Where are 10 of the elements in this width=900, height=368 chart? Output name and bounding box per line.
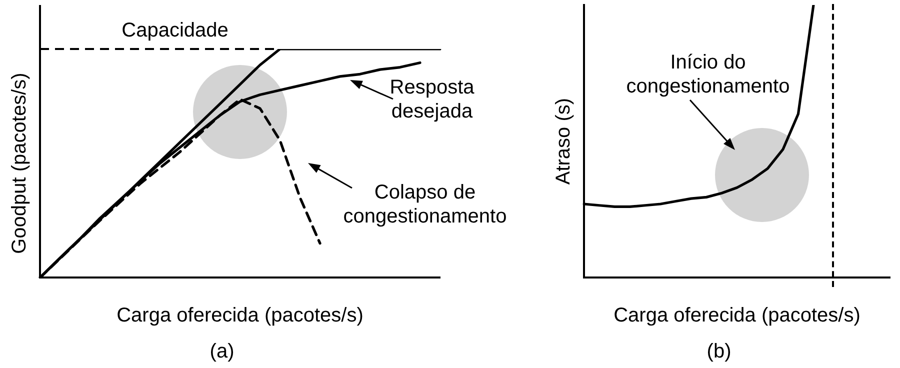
text: (b) (706, 340, 732, 363)
annotation: Colapso de congestionamento (343, 182, 507, 228)
ref-line-label: Capacidade (122, 20, 228, 42)
annotation: Início do congestionamento (626, 52, 790, 98)
y-axis-title: Goodput (pacotes/s) (8, 72, 31, 254)
x-axis-title: Carga oferecida (pacotes/s) (116, 304, 364, 327)
annotation: Resposta desejada (390, 76, 476, 123)
y-axis-title: Atraso (s) (552, 98, 575, 185)
x-axis-title: Carga oferecida (pacotes/s) (614, 304, 860, 327)
text: (a) (210, 340, 234, 363)
